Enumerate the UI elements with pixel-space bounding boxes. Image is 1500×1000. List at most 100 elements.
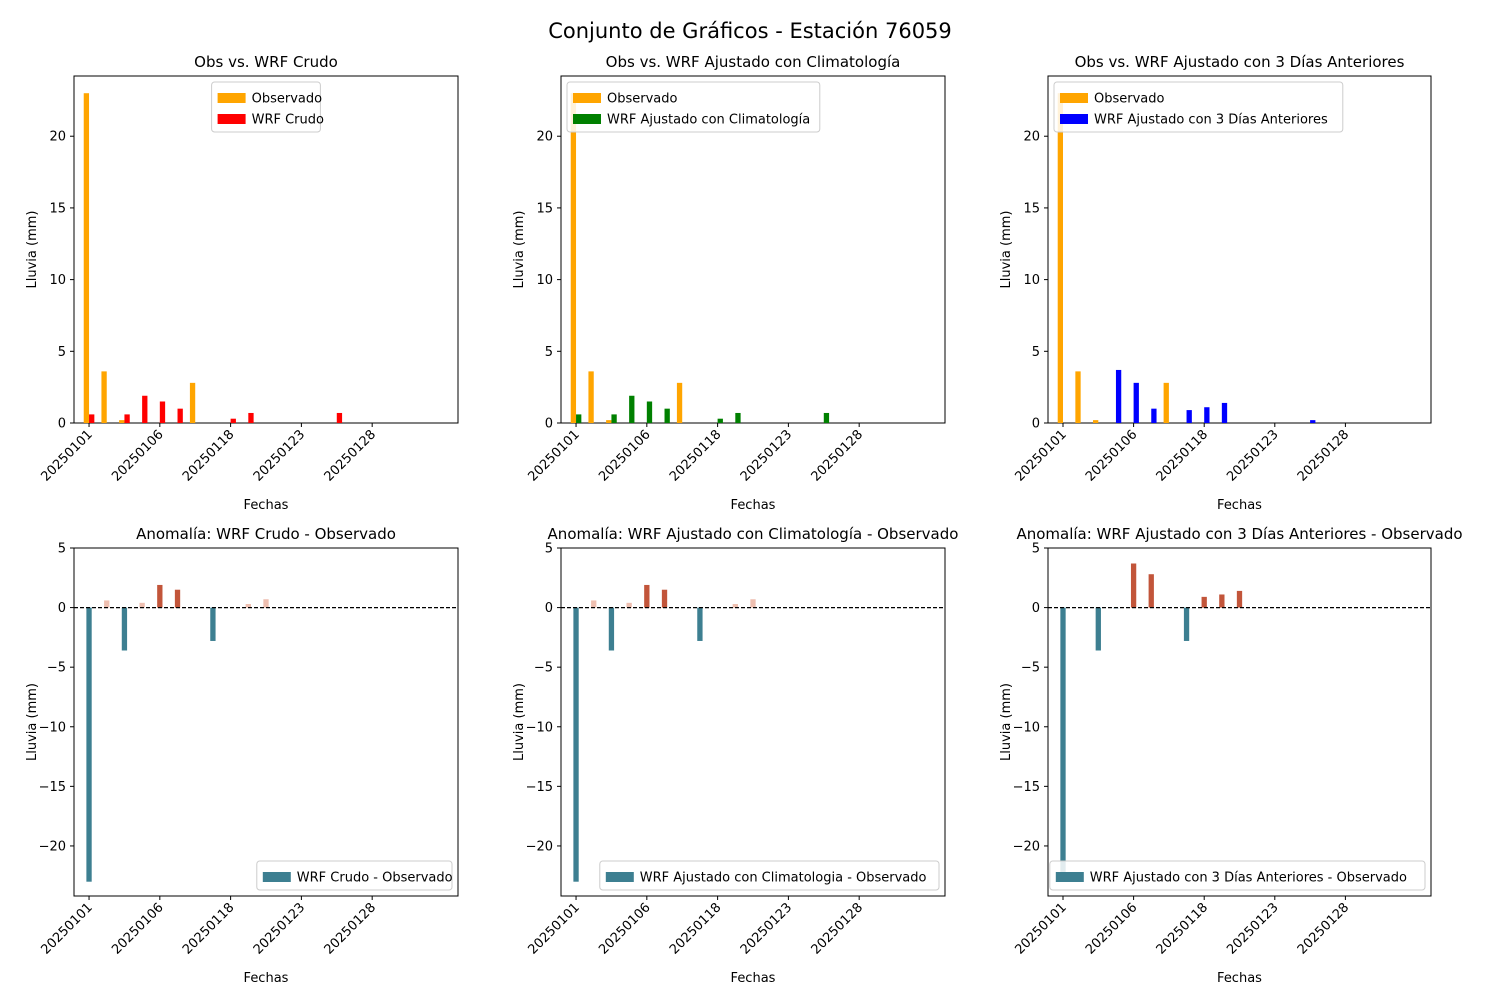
- anomaly-bar: [1219, 594, 1225, 608]
- x-axis-label: Fechas: [731, 498, 776, 513]
- y-tick-label: 10: [1023, 273, 1040, 288]
- bar-wrf: [248, 412, 254, 423]
- chart-panel-5: Anomalía: WRF Ajustado con Climatología …: [512, 525, 958, 986]
- bar-wrf: [611, 414, 617, 423]
- y-axis-label: Lluvia (mm): [512, 683, 527, 761]
- y-tick-label: 20: [536, 130, 553, 145]
- y-tick-label: −10: [39, 720, 66, 735]
- y-axis-label: Lluvia (mm): [999, 211, 1014, 289]
- bar-wrf: [664, 408, 670, 423]
- y-tick-label: −15: [39, 780, 66, 795]
- legend-swatch: [573, 93, 601, 103]
- x-tick-label: 20250106: [109, 427, 166, 484]
- chart-title: Obs vs. WRF Ajustado con 3 Días Anterior…: [1075, 53, 1405, 71]
- y-tick-label: −5: [1021, 661, 1040, 676]
- y-tick-label: 0: [1032, 601, 1040, 616]
- x-tick-label: 20250101: [38, 900, 95, 957]
- anomaly-bar: [245, 604, 251, 608]
- bar-wrf: [1221, 402, 1228, 423]
- anomaly-bar: [644, 584, 650, 608]
- anomaly-bar: [121, 607, 128, 651]
- y-tick-label: 20: [1023, 130, 1040, 145]
- legend-label: WRF Ajustado con Climatologia - Observad…: [640, 871, 927, 886]
- bar-observado: [1057, 93, 1064, 424]
- x-axis-label: Fechas: [244, 971, 289, 986]
- y-axis-label: Lluvia (mm): [25, 683, 40, 761]
- figure-title: Conjunto de Gráficos - Estación 76059: [548, 19, 952, 43]
- chart-panel-2: Obs vs. WRF Ajustado con Climatología 0 5 1…: [512, 53, 946, 513]
- anomaly-bar: [608, 607, 615, 651]
- x-tick-label: 20250128: [322, 900, 379, 957]
- chart-panel-3: Obs vs. WRF Ajustado con 3 Días Anterior…: [999, 53, 1432, 513]
- x-tick-label: 20250123: [251, 427, 308, 484]
- y-tick-label: 0: [545, 417, 553, 432]
- x-tick-label: 20250101: [1012, 427, 1069, 484]
- y-tick-label: 20: [49, 130, 66, 145]
- y-tick-label: 10: [49, 273, 66, 288]
- anomaly-bar: [139, 602, 145, 608]
- plot-area: [73, 75, 459, 424]
- x-tick-label: 20250101: [38, 427, 95, 484]
- bar-observado: [83, 93, 90, 424]
- plot-area: [1047, 547, 1432, 897]
- y-tick-label: −15: [1013, 780, 1040, 795]
- x-tick-label: 20250106: [1083, 900, 1140, 957]
- y-tick-label: −5: [534, 661, 553, 676]
- y-tick-label: 0: [1032, 417, 1040, 432]
- x-tick-label: 20250123: [251, 900, 308, 957]
- bar-observado: [570, 93, 577, 424]
- y-axis-label: Lluvia (mm): [999, 683, 1014, 761]
- anomaly-bar: [86, 607, 92, 882]
- legend-swatch: [217, 114, 246, 124]
- x-tick-label: 20250118: [1154, 900, 1211, 957]
- x-tick-label: 20250123: [1224, 427, 1281, 484]
- anomaly-bar: [1148, 574, 1154, 608]
- anomaly-bar: [661, 589, 668, 608]
- chart-panel-6: Anomalía: WRF Ajustado con 3 Días Anteri…: [999, 525, 1463, 986]
- anomaly-bar: [1095, 607, 1101, 651]
- x-axis-label: Fechas: [731, 971, 776, 986]
- legend-label: WRF Crudo: [252, 113, 324, 128]
- y-tick-label: −20: [1013, 839, 1040, 854]
- anomaly-bar: [210, 607, 216, 641]
- chart-title: Anomalía: WRF Crudo - Observado: [136, 525, 396, 543]
- chart-panel-1: Obs vs. WRF Crudo 0 5 10 15 20 20250101 2025010…: [25, 53, 459, 513]
- bar-wrf: [124, 414, 130, 423]
- bar-wrf: [717, 418, 723, 423]
- x-tick-label: 20250118: [667, 900, 724, 957]
- x-tick-label: 20250106: [1083, 427, 1140, 484]
- anomaly-bar: [1201, 596, 1207, 608]
- x-tick-label: 20250118: [1154, 427, 1211, 484]
- legend: WRF Ajustado con 3 Días Anteriores - Obs…: [1049, 860, 1426, 891]
- anomaly-bar: [157, 584, 163, 608]
- anomaly-bar: [104, 600, 110, 608]
- anomaly-bar: [626, 602, 632, 608]
- x-tick-label: 20250101: [525, 427, 582, 484]
- anomaly-bar: [174, 589, 181, 608]
- x-tick-label: 20250128: [322, 427, 379, 484]
- anomaly-bar: [573, 607, 579, 882]
- x-tick-label: 20250118: [180, 427, 237, 484]
- legend-swatch: [1055, 872, 1084, 882]
- y-tick-label: 0: [58, 417, 66, 432]
- x-tick-label: 20250106: [109, 900, 166, 957]
- anomaly-bar: [263, 599, 269, 608]
- bar-wrf: [1133, 382, 1139, 423]
- x-axis-label: Fechas: [1217, 498, 1262, 513]
- bar-observado: [1093, 420, 1099, 423]
- y-tick-label: −15: [526, 780, 553, 795]
- bar-wrf: [823, 412, 830, 423]
- y-axis-label: Lluvia (mm): [25, 211, 40, 289]
- plot-area: [560, 75, 946, 424]
- bar-wrf: [735, 412, 741, 423]
- legend-swatch: [262, 872, 291, 882]
- legend-swatch: [605, 872, 634, 882]
- anomaly-bar: [1130, 563, 1137, 608]
- legend-box: [566, 81, 821, 133]
- y-tick-label: 5: [1032, 542, 1040, 557]
- legend-label: WRF Ajustado con Climatología: [607, 113, 810, 128]
- chart-title: Obs vs. WRF Ajustado con Climatología: [606, 53, 901, 71]
- legend-label: WRF Ajustado con 3 Días Anteriores: [1094, 113, 1328, 128]
- bar-wrf: [629, 395, 635, 423]
- anomaly-bar: [1060, 607, 1066, 882]
